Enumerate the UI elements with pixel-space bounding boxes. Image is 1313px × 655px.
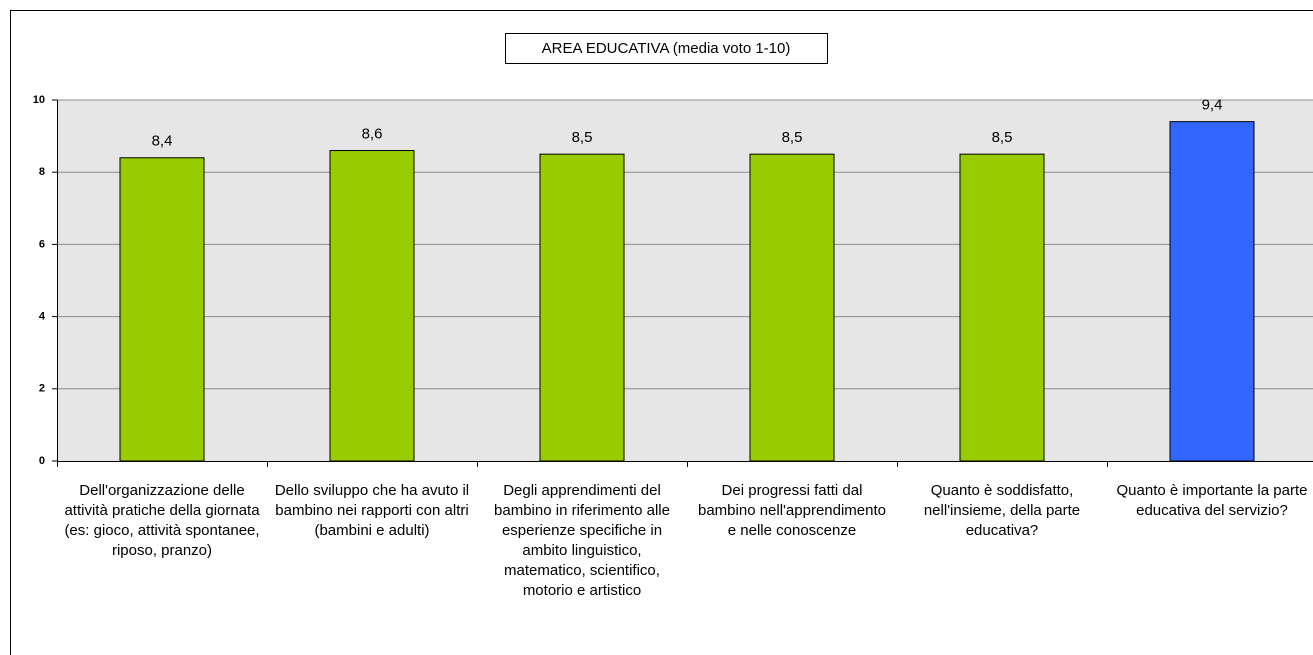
- y-tick-label: 6: [39, 238, 45, 250]
- y-tick-label: 2: [39, 383, 45, 395]
- chart-title: AREA EDUCATIVA (media voto 1-10): [542, 40, 791, 57]
- value-label: 9,4: [1202, 97, 1223, 114]
- y-tick-label: 8: [39, 166, 45, 178]
- bar: [959, 153, 1045, 462]
- value-label: 8,5: [992, 129, 1013, 146]
- bar: [119, 157, 205, 462]
- x-tick-label: Dello sviluppo che ha avuto il bambino n…: [274, 482, 470, 539]
- x-tick-label: Degli apprendimenti del bambino in rifer…: [494, 482, 670, 599]
- y-tick-label: 10: [33, 94, 45, 106]
- value-label: 8,4: [152, 133, 173, 150]
- x-tick-label: Quanto è importante la parte educativa d…: [1116, 482, 1308, 519]
- x-tick-label: Quanto è soddisfatto, nell'insieme, dell…: [923, 482, 1081, 539]
- value-label: 8,5: [572, 129, 593, 146]
- bar: [539, 153, 625, 462]
- value-label: 8,5: [782, 129, 803, 146]
- bar: [749, 153, 835, 462]
- y-tick-label: 0: [39, 455, 45, 467]
- bar: [1169, 121, 1255, 462]
- title-box: [505, 33, 828, 64]
- value-label: 8,6: [362, 126, 383, 143]
- plot-area: [57, 100, 1313, 461]
- bar: [329, 150, 415, 462]
- x-tick-label: Dell'organizzazione delle attività prati…: [64, 482, 260, 559]
- x-tick-label: Dei progressi fatti dal bambino nell'app…: [698, 482, 886, 539]
- y-tick-label: 4: [39, 311, 46, 323]
